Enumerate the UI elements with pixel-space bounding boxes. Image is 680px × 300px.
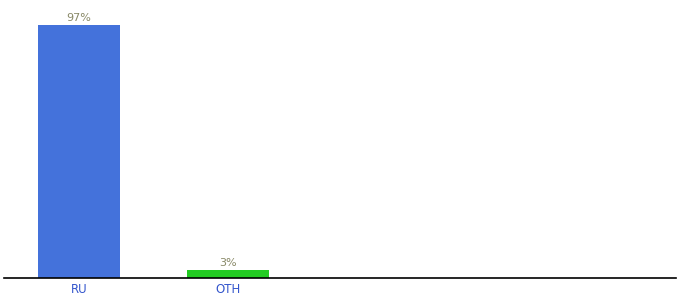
Text: 97%: 97% — [67, 13, 91, 23]
Bar — [38, 25, 120, 278]
Bar — [187, 270, 269, 278]
Text: 3%: 3% — [219, 258, 237, 268]
